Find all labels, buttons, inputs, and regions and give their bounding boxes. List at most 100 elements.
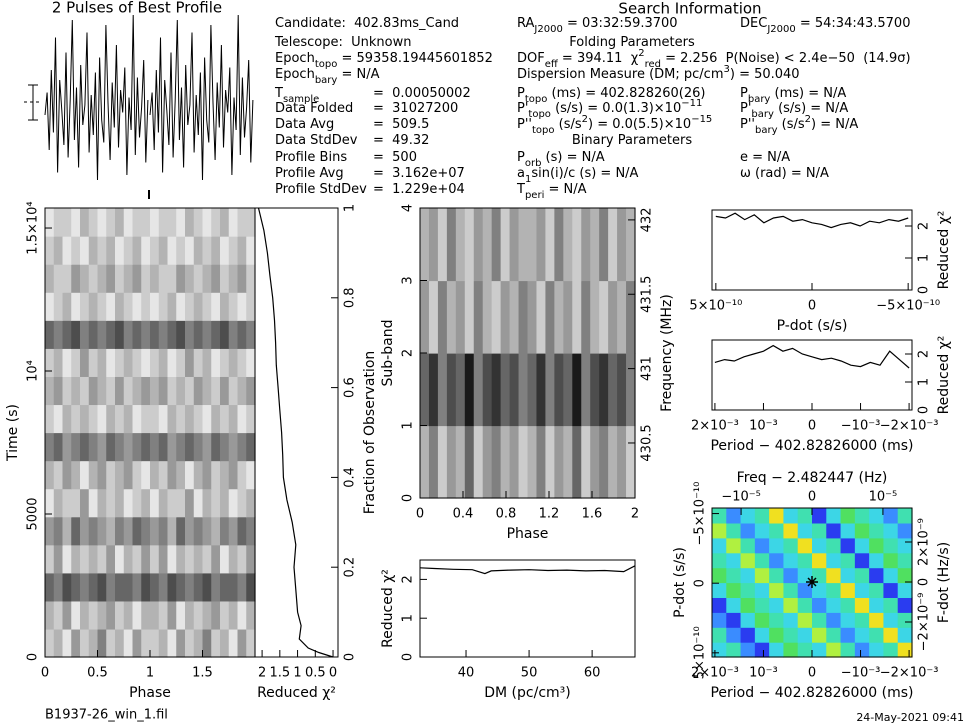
y-tick-label: 0.8 [343, 287, 358, 308]
heatmap-cell [167, 628, 177, 658]
heatmap-cell [726, 582, 742, 598]
heatmap-cell [71, 404, 81, 434]
heatmap-cell [123, 460, 134, 490]
heatmap-cell [769, 537, 785, 554]
heatmap-cell [826, 508, 842, 524]
heatmap-cell [167, 376, 177, 406]
info-line: P''topo (s/s2) = 0.0(5.5)×10−15 [517, 114, 712, 136]
heatmap-cell [150, 600, 160, 630]
heatmap-cell [783, 508, 799, 524]
heatmap-cell [193, 348, 204, 377]
heatmap-cell [455, 425, 466, 499]
heatmap-cell [883, 537, 899, 554]
heatmap-cell [141, 488, 151, 518]
heatmap-cell [185, 348, 195, 377]
heatmap-cell [88, 348, 99, 377]
heatmap-cell [783, 642, 799, 658]
x-tick-label: 0 [808, 299, 816, 314]
heatmap-cell [185, 572, 195, 602]
info-subscript: sample [283, 94, 319, 105]
heatmap-cell [509, 425, 520, 499]
info-line: Profile Bins [275, 150, 347, 165]
heatmap-cell [581, 425, 591, 499]
info-subscript: J2000 [766, 24, 795, 35]
heatmap-cell [797, 642, 813, 658]
heatmap-cell [97, 208, 107, 237]
data-line [419, 565, 636, 575]
heatmap-cell [202, 236, 212, 265]
heatmap-cell [509, 280, 520, 354]
heatmap-cell [228, 544, 239, 574]
heatmap-cell [176, 628, 186, 658]
heatmap-cell [115, 320, 125, 349]
heatmap-cell [237, 572, 247, 602]
data-line [714, 344, 910, 369]
heatmap-cell [150, 376, 160, 406]
heatmap-cell [626, 353, 636, 427]
info-text: Data StdDev [275, 133, 358, 148]
heatmap-cell [617, 280, 627, 354]
plot-frame [711, 339, 913, 411]
heatmap-cell [797, 612, 813, 628]
heatmap-cell [754, 537, 770, 554]
heatmap-cell [246, 628, 256, 658]
heatmap-cell [797, 582, 813, 598]
heatmap-cell [446, 353, 457, 427]
heatmap-cell [115, 376, 125, 406]
heatmap-cell [854, 582, 870, 598]
heatmap-cell [572, 425, 582, 499]
heatmap-cell [237, 488, 247, 518]
heatmap-cell [71, 572, 81, 602]
heatmap-cell [599, 280, 609, 354]
heatmap-cell [608, 425, 618, 499]
heatmap-cell [202, 628, 212, 658]
heatmap-cell [141, 292, 151, 321]
heatmap-cell [797, 552, 813, 569]
x-tick-label: −2×10⁻³ [880, 419, 939, 434]
heatmap-cell [211, 600, 221, 630]
heatmap-cell [740, 627, 756, 643]
y-tick-label: 0 [693, 579, 708, 587]
x-tick-label: 10⁻³ [749, 419, 778, 434]
info-text: (s/s [778, 117, 805, 132]
heatmap-cell [123, 488, 134, 518]
info-line: P'bary (s/s) = N/A [740, 101, 848, 120]
heatmap-cell [246, 208, 256, 237]
heatmap-cell [185, 628, 195, 658]
x-tick-label: 2×10⁻³ [691, 666, 739, 681]
heatmap-cell [150, 628, 160, 658]
heatmap-cell [193, 404, 204, 434]
heatmap-cell [726, 552, 742, 569]
info-line: Epochbary = N/A [275, 67, 380, 86]
info-line: = 31027200 [373, 101, 458, 116]
heatmap-cell [797, 508, 813, 524]
info-subscript: red [645, 59, 661, 70]
heatmap-cell [246, 292, 256, 321]
info-text: = 54:34:43.5700 [796, 16, 911, 31]
heatmap-cell [45, 264, 55, 293]
heatmap-cell [158, 376, 169, 406]
heatmap-cell [193, 236, 204, 265]
heatmap-cell [132, 544, 142, 574]
info-subscript: orb [525, 158, 542, 169]
heatmap-cell [754, 627, 770, 643]
heatmap-cell [237, 404, 247, 434]
heatmap-cell [88, 404, 99, 434]
heatmap-cell [854, 597, 870, 613]
heatmap-cell [869, 522, 885, 539]
heatmap-cell [106, 516, 116, 546]
heatmap-cell [754, 582, 770, 598]
x-tick-label: 0 [808, 419, 816, 434]
heatmap-cell [897, 642, 913, 658]
heatmap-cell [897, 508, 913, 524]
heatmap-cell [726, 597, 742, 613]
heatmap-cell [545, 353, 555, 427]
heatmap-cell [840, 537, 856, 554]
heatmap-cell [563, 208, 573, 282]
info-text: Data Avg [275, 117, 334, 132]
y-tick-label: 3 [401, 276, 416, 284]
heatmap-cell [97, 516, 107, 546]
heatmap-cell [53, 516, 64, 546]
heatmap-cell [826, 597, 842, 613]
heatmap-cell [150, 404, 160, 434]
